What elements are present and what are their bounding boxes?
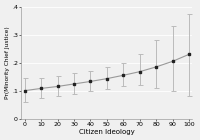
X-axis label: Citizen Ideology: Citizen Ideology <box>79 129 135 135</box>
Y-axis label: Pr(Minority Chief Justice): Pr(Minority Chief Justice) <box>5 26 10 99</box>
